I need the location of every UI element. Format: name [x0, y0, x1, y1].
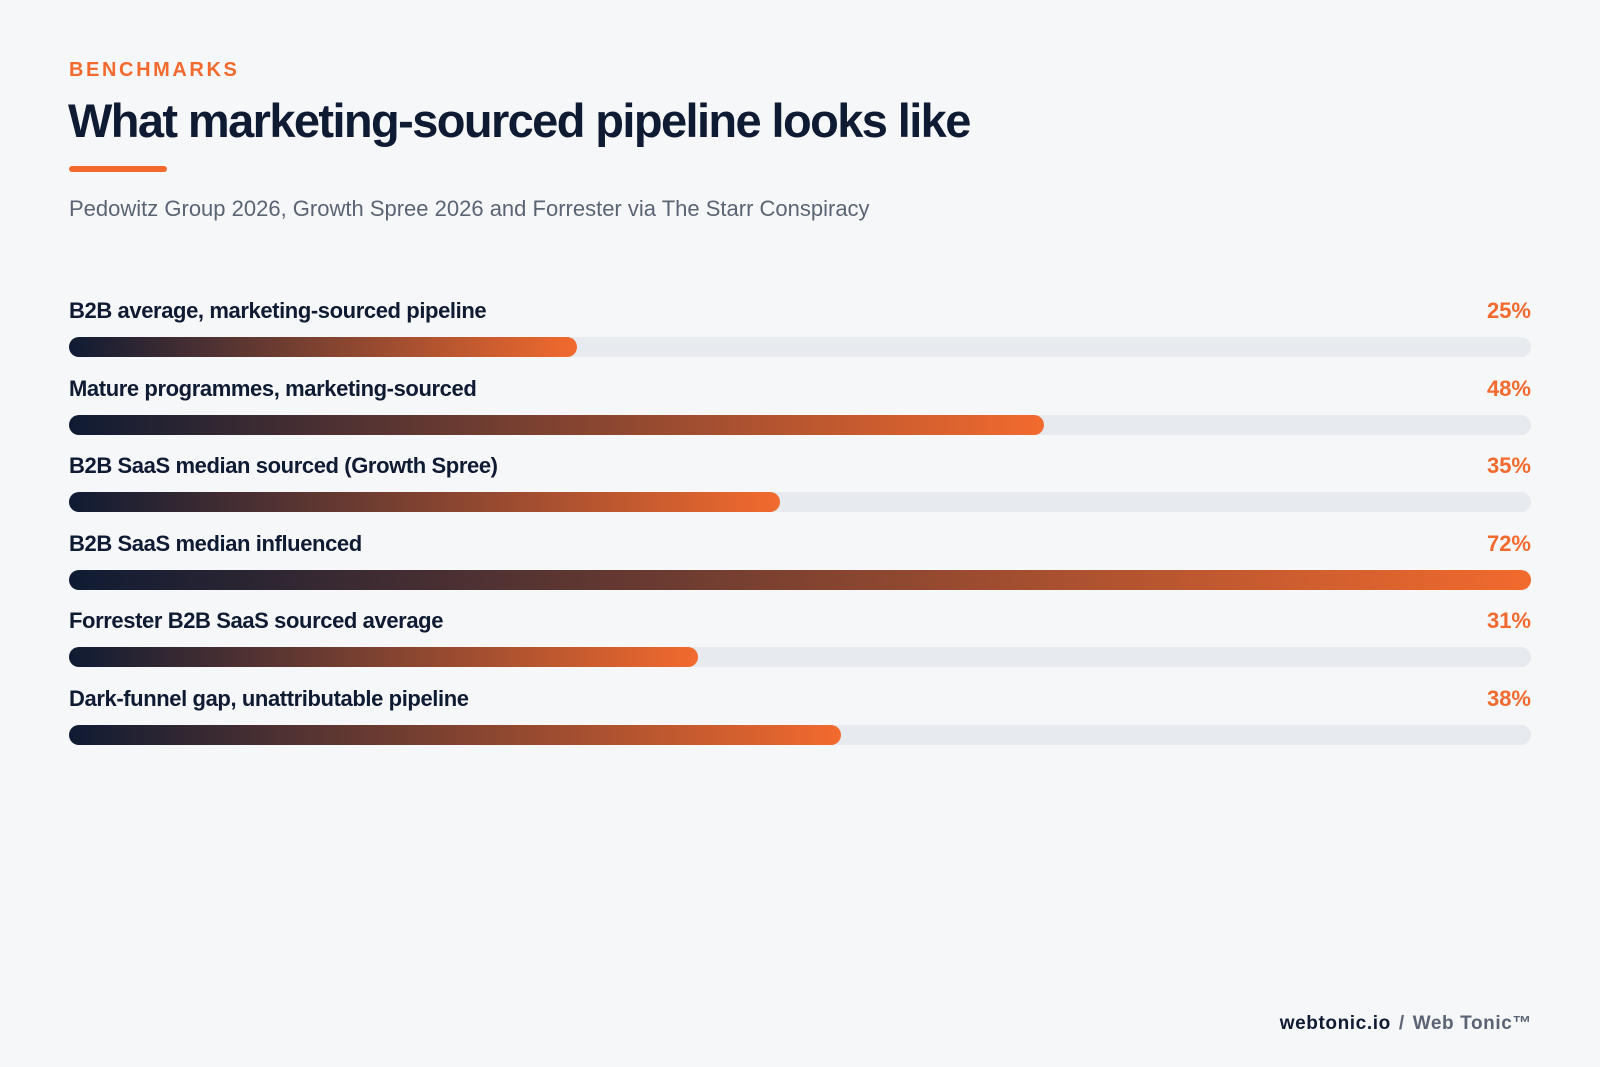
bar-label: B2B SaaS median sourced (Growth Spree) — [69, 453, 498, 478]
bar-track — [69, 647, 1531, 667]
source-subtitle: Pedowitz Group 2026, Growth Spree 2026 a… — [69, 196, 870, 221]
chart-row: Dark-funnel gap, unattributable pipeline… — [69, 684, 1531, 762]
bar-label: B2B SaaS median influenced — [69, 530, 362, 556]
bar-label: B2B average, marketing-sourced pipeline — [69, 298, 487, 323]
footer-site[interactable]: webtonic.io — [1279, 1013, 1391, 1034]
bar-track — [69, 569, 1531, 590]
bar-value-label: 72% — [1486, 530, 1531, 556]
bar-fill — [69, 647, 698, 667]
chart-row: Mature programmes, marketing-sourced 48% — [69, 374, 1531, 452]
bar-track — [69, 492, 1531, 512]
title-underline — [69, 166, 167, 172]
bar-track — [69, 337, 1531, 357]
bar-track — [69, 724, 1531, 745]
bar-fill — [69, 414, 1044, 435]
bar-label: Mature programmes, marketing-sourced — [69, 375, 477, 401]
footer-separator: / — [1398, 1013, 1405, 1034]
bar-fill — [69, 337, 577, 357]
bar-value-label: 25% — [1486, 298, 1531, 323]
bar-fill — [69, 569, 1531, 590]
page-title: What marketing-sourced pipeline looks li… — [68, 94, 971, 147]
chart-row: Forrester B2B SaaS sourced average 31% — [69, 606, 1531, 684]
bar-fill — [69, 724, 841, 745]
bar-value-label: 48% — [1486, 375, 1531, 401]
bar-value-label: 38% — [1486, 685, 1531, 711]
eyebrow-label: BENCHMARKS — [69, 59, 240, 81]
footer-brand: Web Tonic™ — [1412, 1013, 1532, 1034]
bar-track — [69, 414, 1531, 435]
bar-fill — [69, 492, 780, 512]
footer-credit: webtonic.io / Web Tonic™ — [1280, 1013, 1532, 1035]
bar-chart: B2B average, marketing-sourced pipeline 2… — [69, 296, 1531, 761]
chart-row: B2B SaaS median influenced 72% — [69, 529, 1531, 607]
bar-label: Dark-funnel gap, unattributable pipeline — [69, 685, 469, 711]
bar-label: Forrester B2B SaaS sourced average — [69, 608, 444, 633]
chart-row: B2B average, marketing-sourced pipeline 2… — [69, 296, 1531, 374]
chart-row: B2B SaaS median sourced (Growth Spree) 35… — [69, 451, 1531, 529]
bar-value-label: 31% — [1486, 608, 1531, 633]
bar-value-label: 35% — [1486, 453, 1531, 478]
